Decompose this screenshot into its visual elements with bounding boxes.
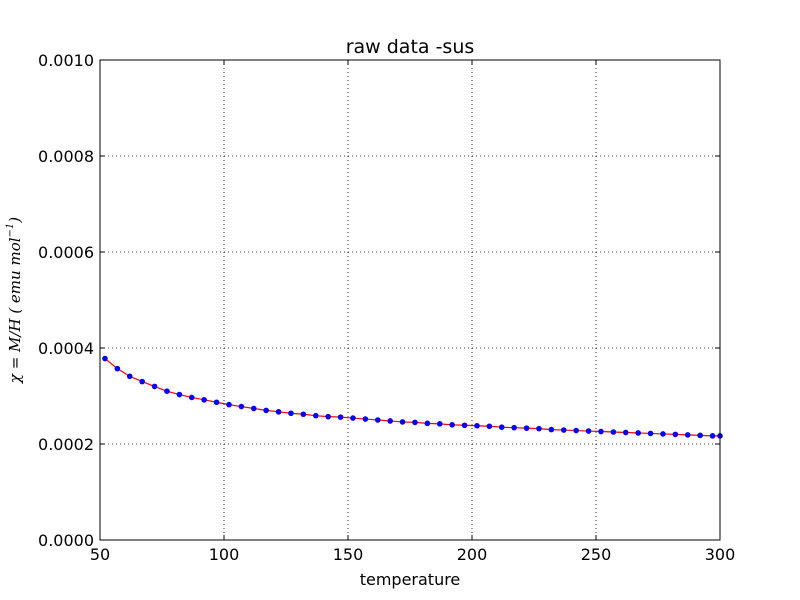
y-axis-label: χ = M/H ( emu mol−1) [5, 217, 24, 384]
data-point [548, 426, 555, 433]
data-point [523, 425, 530, 431]
y-tick-label: 0.0000 [38, 531, 94, 550]
data-point [387, 418, 393, 424]
y-axis-label-sup: −1 [5, 223, 16, 238]
x-tick-label: 150 [333, 545, 364, 564]
data-point [399, 419, 406, 425]
data-point [263, 407, 269, 414]
data-point [573, 427, 579, 434]
data-point [288, 410, 294, 417]
data-point [486, 423, 493, 430]
data-point [188, 394, 195, 401]
x-ticks: 50 100 150 200 250 300 [90, 60, 735, 564]
data-point [412, 419, 418, 426]
data-point [536, 425, 542, 432]
data-point [275, 409, 282, 415]
data-point [226, 401, 232, 408]
data-point [114, 365, 121, 372]
x-tick-label: 300 [705, 545, 736, 564]
data-point [151, 383, 158, 390]
data-point [449, 422, 455, 428]
data-point [647, 430, 654, 437]
y-axis-label-main: χ = M/H ( emu mol [6, 237, 24, 384]
x-tick-label: 100 [209, 545, 240, 564]
data-point [660, 431, 666, 437]
data-point [350, 415, 356, 421]
data-point [250, 405, 257, 412]
plot-frame [99, 59, 721, 541]
data-point [424, 420, 431, 427]
x-tick-label: 250 [581, 545, 612, 564]
y-tick-label: 0.0010 [38, 51, 94, 70]
y-tick-label: 0.0008 [38, 147, 94, 166]
data-point [474, 422, 480, 429]
data-point [709, 433, 716, 439]
y-tick-label: 0.0002 [38, 435, 94, 454]
data-point [176, 391, 183, 398]
data-point [139, 378, 145, 385]
data-point [511, 424, 517, 431]
data-point [164, 388, 170, 395]
data-point [126, 373, 133, 380]
data-point [362, 416, 369, 422]
data-point [325, 413, 331, 420]
data-point [213, 399, 220, 406]
data-point [312, 412, 319, 419]
data-point [684, 432, 691, 438]
data-point [622, 429, 629, 436]
data-point [498, 424, 505, 431]
data-point [461, 422, 468, 429]
data-point [102, 355, 108, 362]
x-axis-label: temperature [360, 570, 461, 589]
data-point [610, 429, 617, 435]
x-tick-label: 50 [90, 545, 110, 564]
chart-title: raw data -sus [346, 36, 475, 58]
data-point [598, 428, 604, 435]
data-point [300, 411, 307, 418]
data-point [436, 421, 443, 427]
data-point [201, 397, 207, 403]
y-tick-label: 0.0004 [38, 339, 94, 358]
data-point [672, 431, 679, 438]
data-point [374, 417, 381, 423]
series-group [102, 355, 723, 439]
y-ticks: 0.0000 0.0002 0.0004 0.0006 0.0008 0.0010 [38, 51, 720, 550]
y-tick-label: 0.0006 [38, 243, 94, 262]
data-point [560, 427, 567, 433]
data-point [585, 428, 592, 434]
data-point [635, 430, 641, 436]
y-axis-label-close: ) [6, 217, 24, 224]
data-point [337, 414, 344, 420]
data-point [238, 403, 245, 410]
data-point [697, 432, 703, 439]
x-tick-label: 200 [457, 545, 488, 564]
